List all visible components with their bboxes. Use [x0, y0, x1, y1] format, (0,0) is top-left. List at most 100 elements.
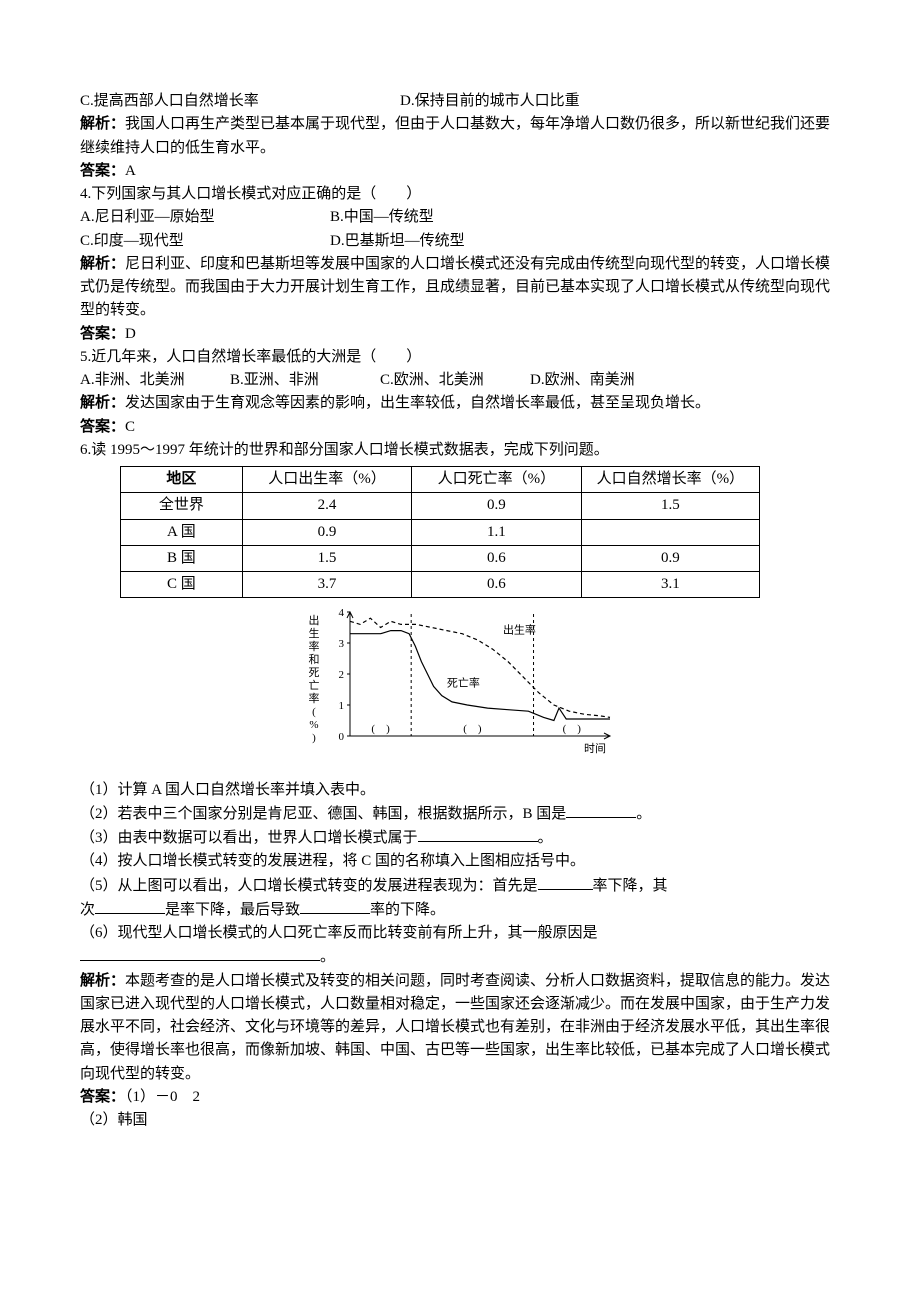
q4-opt-d: D.巴基斯坦—传统型	[330, 230, 465, 253]
explanation-label: 解析：	[80, 256, 125, 272]
table-row: B 国1.50.60.9	[121, 545, 760, 571]
svg-text:( ): ( )	[563, 723, 582, 735]
q6-sub-6b: 。	[320, 949, 335, 965]
blank	[95, 898, 165, 914]
q3-answer: 答案：A	[80, 160, 840, 183]
q6-answer-2: （2）韩国	[80, 1109, 840, 1132]
q3-answer-value: A	[125, 163, 136, 179]
document-page: C.提高西部人口自然增长率 D.保持目前的城市人口比重 解析：我国人口再生产类型…	[0, 0, 920, 1192]
q5-opt-d: D.欧洲、南美洲	[530, 369, 635, 392]
q5-explanation-text: 发达国家由于生育观念等因素的影响，出生率较低，自然增长率最低，甚至呈现负增长。	[125, 395, 710, 411]
q6-chart: 01234出生率和死亡率(%)时间出生率死亡率( )( )( )	[300, 604, 620, 772]
q6-sub-5-line1: （5）从上图可以看出，人口增长模式转变的发展进程表现为：首先是 率下降，其	[80, 874, 840, 898]
svg-text:2: 2	[339, 669, 345, 681]
table-cell: 3.1	[581, 572, 759, 598]
q5-opt-a: A.非洲、北美洲	[80, 369, 230, 392]
population-transition-chart: 01234出生率和死亡率(%)时间出生率死亡率( )( )( )	[300, 604, 620, 764]
q6-sub-6: （6）现代型人口增长模式的人口死亡率反而比转变前有所上升，其一般原因是	[80, 922, 840, 945]
table-cell: 1.5	[242, 545, 411, 571]
q5-answer: 答案：C	[80, 416, 840, 439]
table-cell: A 国	[121, 519, 243, 545]
q3-explanation-text: 我国人口再生产类型已基本属于现代型，但由于人口基数大，每年净增人口数仍很多，所以…	[80, 116, 830, 155]
explanation-label: 解析：	[80, 395, 125, 411]
svg-text:死亡率: 死亡率	[447, 676, 480, 690]
q4-explanation: 解析：尼日利亚、印度和巴基斯坦等发展中国家的人口增长模式还没有完成由传统型向现代…	[80, 253, 840, 323]
q6-sub-6-blank: 。	[80, 945, 840, 969]
q4-explanation-text: 尼日利亚、印度和巴基斯坦等发展中国家的人口增长模式还没有完成由传统型向现代型的转…	[80, 256, 830, 319]
answer-label: 答案：	[80, 419, 125, 435]
q6-sub-2a: （2）若表中三个国家分别是肯尼亚、德国、韩国，根据数据所示，B 国是	[80, 806, 566, 822]
table-row: 全世界2.40.91.5	[121, 493, 760, 519]
svg-text:亡: 亡	[309, 678, 320, 692]
table-cell: 0.6	[412, 545, 581, 571]
q5-options: A.非洲、北美洲 B.亚洲、非洲 C.欧洲、北美洲 D.欧洲、南美洲	[80, 369, 840, 392]
q4-opt-a: A.尼日利亚—原始型	[80, 206, 330, 229]
table-row: C 国3.70.63.1	[121, 572, 760, 598]
q5-explanation: 解析：发达国家由于生育观念等因素的影响，出生率较低，自然增长率最低，甚至呈现负增…	[80, 392, 840, 415]
svg-text:%: %	[309, 719, 318, 731]
svg-text:和: 和	[309, 653, 320, 666]
q6-answer: 答案：（1）－0 2	[80, 1086, 840, 1109]
q6-sub-2: （2）若表中三个国家分别是肯尼亚、德国、韩国，根据数据所示，B 国是 。	[80, 802, 840, 826]
table-cell: B 国	[121, 545, 243, 571]
blank	[80, 945, 320, 961]
q4-options-ab: A.尼日利亚—原始型 B.中国—传统型	[80, 206, 840, 229]
q6-sub-5d: 是率下降，最后导致	[165, 902, 300, 918]
table-cell: 2.4	[242, 493, 411, 519]
svg-text:( ): ( )	[371, 723, 390, 735]
q4-opt-c: C.印度—现代型	[80, 230, 330, 253]
table-cell: 1.5	[581, 493, 759, 519]
table-cell: C 国	[121, 572, 243, 598]
table-header-cell: 人口自然增长率（%）	[581, 467, 759, 493]
table-cell: 全世界	[121, 493, 243, 519]
q4-options-cd: C.印度—现代型 D.巴基斯坦—传统型	[80, 230, 840, 253]
q6-explanation-text: 本题考查的是人口增长模式及转变的相关问题，同时考查阅读、分析人口数据资料，提取信…	[80, 973, 830, 1082]
q6-sub-5b: 率下降，其	[593, 878, 668, 894]
svg-text:出生率: 出生率	[503, 623, 536, 637]
q6-data-table: 地区人口出生率（%）人口死亡率（%）人口自然增长率（%） 全世界2.40.91.…	[120, 466, 760, 598]
table-cell: 0.9	[581, 545, 759, 571]
q4-stem: 4.下列国家与其人口增长模式对应正确的是（ ）	[80, 183, 840, 206]
svg-text:1: 1	[339, 700, 345, 712]
q6-sub-3b: 。	[538, 830, 553, 846]
table-header-row: 地区人口出生率（%）人口死亡率（%）人口自然增长率（%）	[121, 467, 760, 493]
svg-text:时间: 时间	[584, 742, 606, 755]
svg-text:( ): ( )	[463, 723, 482, 735]
svg-text:率: 率	[309, 639, 320, 653]
table-cell: 0.6	[412, 572, 581, 598]
q6-sub-2b: 。	[636, 806, 651, 822]
explanation-label: 解析：	[80, 973, 125, 989]
q4-opt-b: B.中国—传统型	[330, 206, 434, 229]
table-row: A 国0.91.1	[121, 519, 760, 545]
q5-answer-value: C	[125, 419, 135, 435]
svg-text:率: 率	[309, 691, 320, 705]
q6-answer-1: （1）－0 2	[125, 1089, 200, 1105]
blank	[538, 874, 593, 890]
table-header-cell: 人口死亡率（%）	[412, 467, 581, 493]
q4-answer: 答案：D	[80, 323, 840, 346]
answer-label: 答案：	[80, 326, 125, 342]
table-cell	[581, 519, 759, 545]
q6-sub-5a: （5）从上图可以看出，人口增长模式转变的发展进程表现为：首先是	[80, 878, 538, 894]
blank	[566, 802, 636, 818]
q5-opt-c: C.欧洲、北美洲	[380, 369, 530, 392]
q6-explanation: 解析：本题考查的是人口增长模式及转变的相关问题，同时考查阅读、分析人口数据资料，…	[80, 970, 840, 1086]
svg-text:0: 0	[339, 731, 345, 743]
q3-options-cd: C.提高西部人口自然增长率 D.保持目前的城市人口比重	[80, 90, 840, 113]
q3-opt-d: D.保持目前的城市人口比重	[400, 90, 580, 113]
q6-sub-6a: （6）现代型人口增长模式的人口死亡率反而比转变前有所上升，其一般原因是	[80, 925, 598, 941]
q6-sub-5-line2: 次是率下降，最后导致率的下降。	[80, 898, 840, 922]
table-cell: 0.9	[412, 493, 581, 519]
blank	[300, 898, 370, 914]
q3-explanation: 解析：我国人口再生产类型已基本属于现代型，但由于人口基数大，每年净增人口数仍很多…	[80, 113, 840, 160]
svg-text:出: 出	[309, 613, 320, 627]
q5-opt-b: B.亚洲、非洲	[230, 369, 380, 392]
q5-stem: 5.近几年来，人口自然增长率最低的大洲是（ ）	[80, 346, 840, 369]
q6-sub-5c: 次	[80, 902, 95, 918]
explanation-label: 解析：	[80, 116, 125, 132]
svg-text:): )	[312, 732, 316, 744]
svg-text:生: 生	[309, 626, 320, 640]
blank	[418, 826, 538, 842]
q3-opt-c: C.提高西部人口自然增长率	[80, 90, 400, 113]
q6-sub-3a: （3）由表中数据可以看出，世界人口增长模式属于	[80, 830, 418, 846]
